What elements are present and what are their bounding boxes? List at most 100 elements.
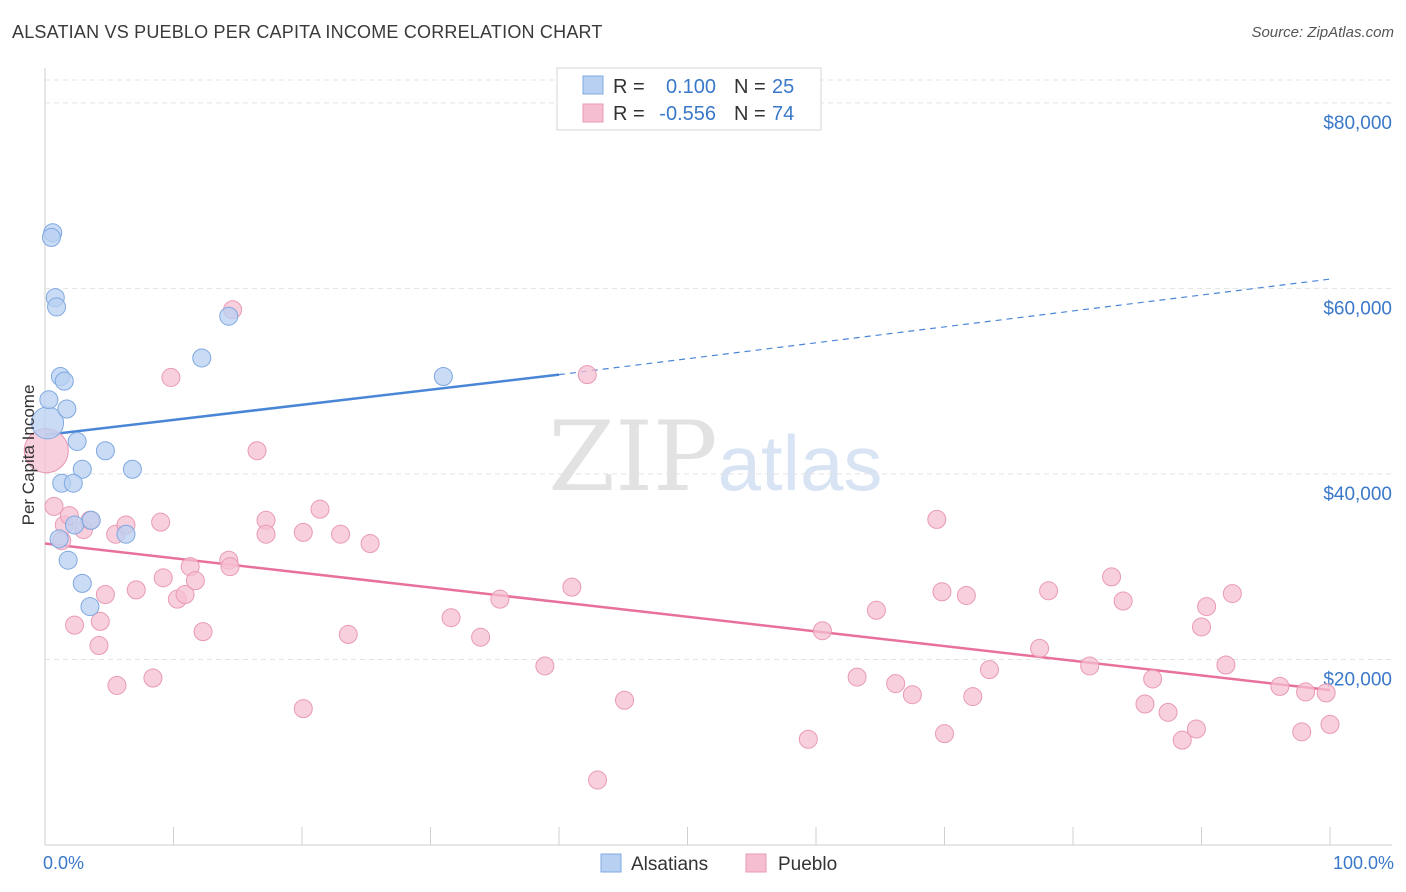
legend-r-value-2: -0.556 (659, 103, 716, 125)
alsatians-point (54, 371, 74, 391)
pueblo-point (293, 699, 313, 719)
alsatians-point (49, 529, 69, 549)
legend-swatch-pueblo (582, 103, 604, 123)
alsatians-point (80, 597, 100, 617)
x-tick-label-min: 0.0% (43, 853, 84, 873)
pueblo-point (220, 557, 240, 577)
pueblo-point (490, 589, 510, 609)
alsatians-point (192, 348, 212, 368)
pueblo-point (151, 512, 171, 532)
alsatians-point (72, 459, 92, 479)
pueblo-point (1135, 694, 1155, 714)
pueblo-point (95, 585, 115, 605)
pueblo-point (588, 770, 608, 790)
pueblo-point (44, 496, 64, 516)
y-tick-label: $40,000 (1323, 484, 1392, 505)
legend-n-value-1: 25 (772, 76, 794, 98)
legend-r-value-1: 0.100 (666, 76, 716, 98)
legend-bottom: Alsatians Pueblo (600, 853, 837, 875)
pueblo-point (90, 611, 110, 631)
y-tick-label: $80,000 (1323, 113, 1392, 134)
pueblo-point (615, 690, 635, 710)
pueblo-point (798, 729, 818, 749)
pueblo-point (562, 577, 582, 597)
pueblo-point (161, 367, 181, 387)
pueblo-point (1197, 597, 1217, 617)
legend-n-label-2: N = (734, 103, 766, 125)
legend-r-label-2: R = (613, 103, 645, 125)
pueblo-point (1320, 714, 1340, 734)
pueblo-point (1039, 581, 1059, 601)
pueblo-point (1172, 730, 1192, 750)
pueblo-point (293, 522, 313, 542)
pueblo-point (886, 674, 906, 694)
x-tick-label-max: 100.0% (1333, 853, 1394, 873)
alsatians-point (65, 515, 85, 535)
gridlines (45, 79, 1392, 660)
pueblo-point (65, 615, 85, 635)
alsatians-point (81, 510, 101, 530)
source-label: Source: ZipAtlas.com (1251, 24, 1394, 41)
pueblo-point (847, 667, 867, 687)
pueblo-point (902, 685, 922, 705)
chart-title: ALSATIAN VS PUEBLO PER CAPITA INCOME COR… (12, 22, 603, 42)
pueblo-point (979, 660, 999, 680)
legend-bottom-label-alsatians: Alsatians (631, 854, 708, 875)
alsatians-point (122, 459, 142, 479)
pueblo-point (1102, 567, 1122, 587)
pueblo-point (310, 499, 330, 519)
alsatians-point (116, 524, 136, 544)
alsatians-point (57, 399, 77, 419)
y-tick-label: $20,000 (1323, 669, 1392, 690)
y-axis-label: Per Capita Income (19, 385, 38, 526)
pueblo-point (256, 524, 276, 544)
pueblo-point (1080, 656, 1100, 676)
alsatians-point (219, 306, 239, 326)
pueblo-point (1296, 682, 1316, 702)
pueblo-point (331, 524, 351, 544)
axes: $20,000 $40,000 $60,000 $80,000 0.0% 100.0% (43, 68, 1394, 873)
pueblo-point (1216, 655, 1236, 675)
pueblo-point (1270, 676, 1290, 696)
pueblo-point (107, 675, 127, 695)
alsatians-point (47, 297, 67, 317)
pueblo-point (1192, 617, 1211, 637)
legend-swatch-alsatians (582, 75, 604, 95)
pueblo-point (1030, 638, 1050, 658)
trend-lines (44, 278, 1331, 692)
pueblo-point (1113, 591, 1133, 611)
legend-bottom-label-pueblo: Pueblo (778, 854, 837, 875)
alsatians-trend-extension (558, 278, 1331, 376)
data-points (23, 223, 1340, 790)
pueblo-point (153, 568, 173, 588)
pueblo-point (89, 636, 109, 656)
pueblo-point (143, 668, 163, 688)
alsatians-point (72, 573, 92, 593)
legend-r-label-1: R = (613, 76, 645, 98)
pueblo-point (866, 600, 886, 620)
pueblo-point (175, 585, 195, 605)
pueblo-point (247, 441, 267, 461)
legend-bottom-swatch-pueblo (745, 853, 767, 873)
pueblo-point (441, 608, 461, 628)
y-tick-label: $60,000 (1323, 298, 1392, 319)
pueblo-point (927, 509, 947, 529)
pueblo-point (956, 585, 976, 605)
pueblo-point (935, 724, 954, 744)
pueblo-point (185, 571, 205, 591)
alsatians-point (58, 550, 78, 570)
alsatians-point (63, 473, 83, 493)
alsatians-trend-line (44, 373, 560, 437)
pueblo-point (1143, 669, 1163, 689)
pueblo-trend-line (44, 542, 1331, 692)
pueblo-point (1316, 683, 1336, 703)
watermark-zip: ZIP (548, 401, 717, 513)
alsatians-point (433, 367, 453, 387)
alsatians-point (67, 431, 87, 451)
pueblo-point (577, 365, 597, 385)
alsatians-point (95, 441, 115, 461)
pueblo-point (471, 627, 491, 647)
pueblo-point (126, 580, 146, 600)
pueblo-point (1222, 584, 1242, 604)
